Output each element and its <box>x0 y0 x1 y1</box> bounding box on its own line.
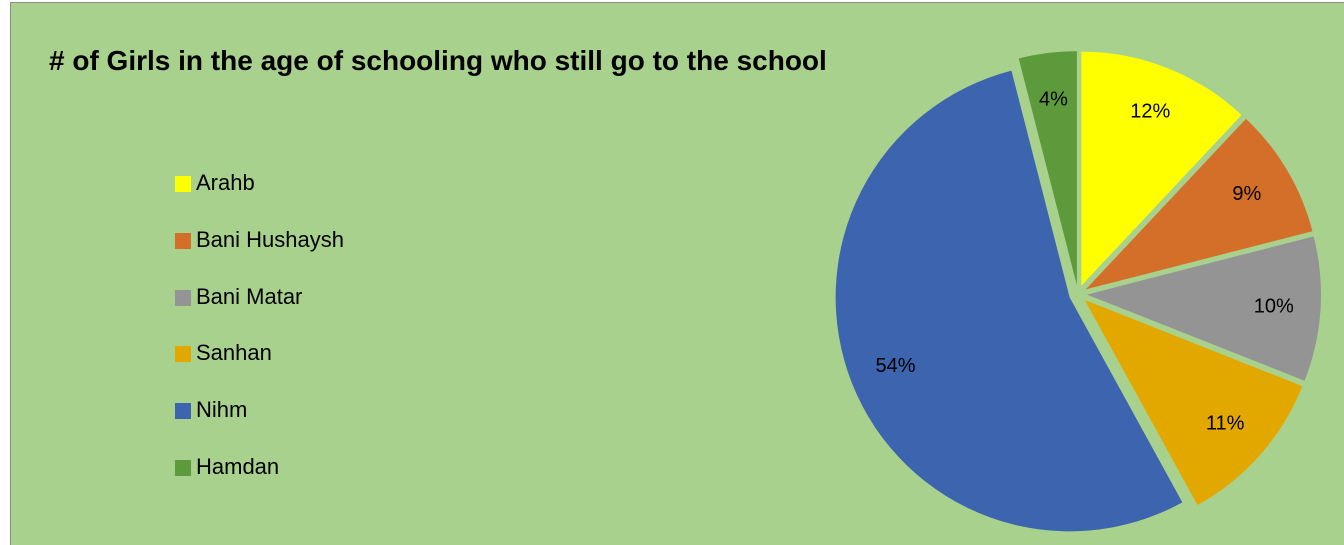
pie-slice-hamdan <box>1018 51 1077 286</box>
data-label-bani-matar: 10% <box>1254 295 1294 317</box>
legend-swatch-arahb <box>175 176 191 192</box>
legend-label-bani-matar: Bani Matar <box>196 283 303 309</box>
legend-swatch-bani-matar <box>175 289 191 306</box>
chart-area: # of Girls in the age of schooling who s… <box>10 2 1344 545</box>
legend-label-sanhan: Sanhan <box>196 340 272 366</box>
legend-item-arahb: Arahb <box>175 167 344 224</box>
data-label-sanhan: 11% <box>1206 413 1245 435</box>
data-label-bani-hushaysh: 9% <box>1232 183 1261 205</box>
data-label-hamdan: 4% <box>1039 88 1068 110</box>
data-label-nihm: 54% <box>876 355 916 377</box>
legend-item-nihm: Nihm <box>175 394 344 451</box>
legend-item-bani-hushaysh: Bani Hushaysh <box>175 224 344 281</box>
legend: Arahb Bani Hushaysh Bani Matar Sanhan Ni… <box>175 167 344 508</box>
legend-label-hamdan: Hamdan <box>196 453 280 479</box>
legend-label-bani-hushaysh: Bani Hushaysh <box>196 226 344 252</box>
legend-item-hamdan: Hamdan <box>175 451 344 508</box>
legend-swatch-hamdan <box>175 459 191 476</box>
pie-slice-bani-matar <box>1086 236 1321 381</box>
legend-swatch-bani-hushaysh <box>175 232 191 249</box>
pie-slice-sanhan <box>1084 299 1303 506</box>
legend-item-sanhan: Sanhan <box>175 337 344 394</box>
legend-swatch-sanhan <box>175 346 191 363</box>
chart-title: # of Girls in the age of schooling who s… <box>49 45 827 76</box>
pie-chart: 12% 9% 10% 11% 54% 4% <box>835 51 1321 532</box>
legend-swatch-nihm <box>175 403 191 420</box>
legend-label-arahb: Arahb <box>196 170 255 195</box>
pie-slice-arahb <box>1081 51 1242 286</box>
legend-label-nihm: Nihm <box>196 397 248 423</box>
legend-item-bani-matar: Bani Matar <box>175 281 344 338</box>
pie-slice-bani-hushaysh <box>1085 118 1313 290</box>
data-label-arahb: 12% <box>1130 101 1170 123</box>
pie-slice-nihm <box>835 70 1183 532</box>
